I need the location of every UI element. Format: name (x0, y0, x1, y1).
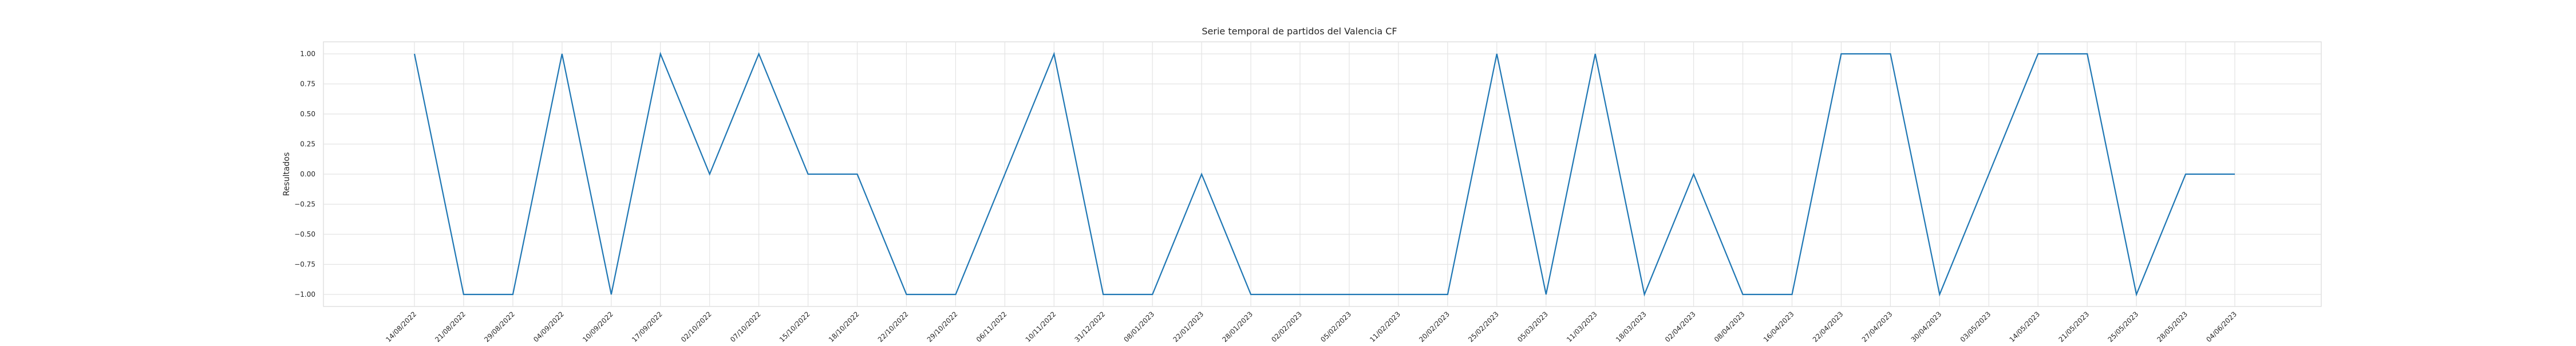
x-tick-label: 21/08/2022 (433, 310, 467, 344)
x-tick-label: 15/10/2022 (778, 310, 812, 344)
x-tick-label: 21/05/2023 (2057, 310, 2091, 344)
x-tick-label: 02/10/2022 (679, 310, 713, 344)
y-tick-label: 1.00 (300, 50, 315, 58)
x-tick-label: 08/04/2023 (1713, 310, 1747, 344)
x-tick-label: 17/09/2022 (630, 310, 664, 344)
x-tick-label: 18/03/2023 (1614, 310, 1648, 344)
x-tick-label: 22/04/2023 (1811, 310, 1845, 344)
x-tick-label: 11/02/2023 (1368, 310, 1402, 344)
x-tick-label: 08/01/2023 (1122, 310, 1156, 344)
x-tick-label: 05/02/2023 (1319, 310, 1353, 344)
x-tick-label: 22/10/2022 (876, 310, 910, 344)
x-tick-label: 28/01/2023 (1220, 310, 1254, 344)
x-tick-label: 02/04/2023 (1664, 310, 1697, 344)
chart-title: Serie temporal de partidos del Valencia … (1202, 26, 1397, 37)
x-tick-label: 03/05/2023 (1959, 310, 1993, 344)
x-tick-label: 05/03/2023 (1516, 310, 1550, 344)
x-tick-label: 25/02/2023 (1467, 310, 1500, 344)
y-tick-label: 0.25 (300, 140, 315, 148)
x-tick-label: 30/04/2023 (1910, 310, 1943, 344)
y-tick-label: 0.50 (300, 110, 315, 118)
y-tick-label: −1.00 (294, 290, 315, 298)
y-tick-label: 0.75 (300, 80, 315, 88)
x-tick-label: 28/05/2023 (2155, 310, 2189, 344)
x-tick-label: 29/08/2022 (483, 310, 516, 344)
x-tick-label: 31/12/2022 (1073, 310, 1107, 344)
x-tick-label: 29/10/2022 (926, 310, 959, 344)
x-tick-label: 20/02/2023 (1417, 310, 1451, 344)
x-tick-label: 10/09/2022 (581, 310, 615, 344)
x-tick-label: 14/05/2023 (2008, 310, 2042, 344)
x-tick-label: 07/10/2022 (729, 310, 762, 344)
y-axis-title: Resultados (282, 152, 291, 196)
x-tick-label: 27/04/2023 (1860, 310, 1894, 344)
x-axis: 14/08/2022 21/08/2022 29/08/2022 04/09/2022… (384, 310, 2238, 344)
x-tick-label: 11/03/2023 (1565, 310, 1599, 344)
x-tick-label: 16/04/2023 (1762, 310, 1796, 344)
x-tick-label: 02/02/2023 (1270, 310, 1303, 344)
x-tick-label: 04/09/2022 (532, 310, 566, 344)
x-tick-label: 10/11/2022 (1024, 310, 1058, 344)
y-axis: 1.00 0.75 0.50 0.25 0.00 −0.25 −0.50 −0.75 −1.00 (294, 50, 315, 298)
x-tick-label: 22/01/2023 (1171, 310, 1205, 344)
y-tick-label: −0.75 (294, 261, 315, 269)
y-tick-label: 0.00 (300, 170, 315, 178)
x-tick-label: 18/10/2022 (827, 310, 861, 344)
x-tick-label: 14/08/2022 (384, 310, 418, 344)
x-tick-label: 25/05/2023 (2106, 310, 2140, 344)
y-tick-label: −0.25 (294, 200, 315, 209)
y-tick-label: −0.50 (294, 230, 315, 238)
x-tick-label: 04/06/2023 (2204, 310, 2238, 344)
x-tick-label: 06/11/2022 (975, 310, 1009, 344)
